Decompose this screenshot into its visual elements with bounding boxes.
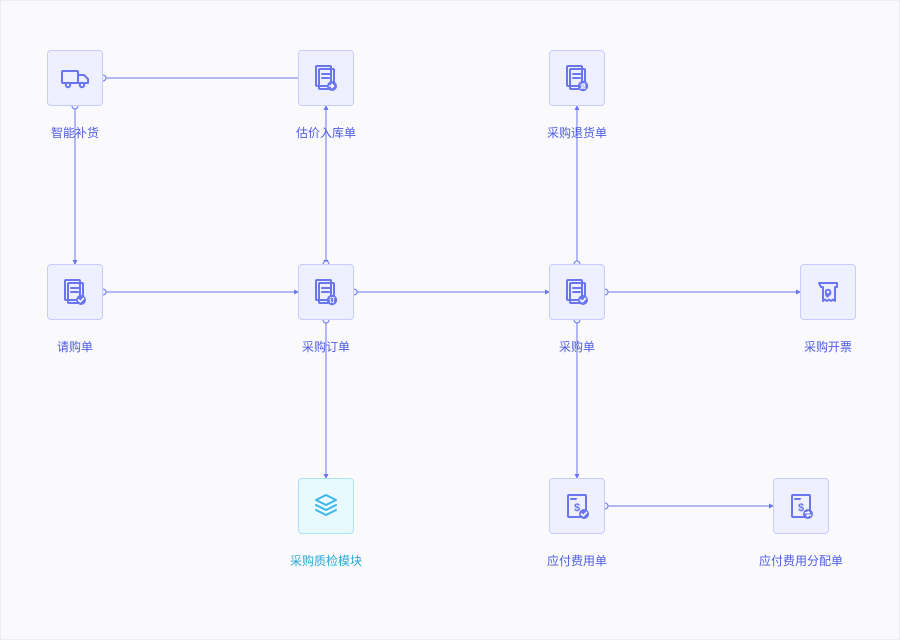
node-label: 智能补货	[51, 126, 99, 140]
node-label: 采购质检模块	[290, 554, 362, 568]
node-caigoudan: 采购单	[549, 264, 605, 320]
svg-text:退: 退	[580, 82, 586, 90]
doc-swap-icon: $	[773, 478, 829, 534]
node-label: 采购退货单	[547, 126, 607, 140]
node-fenpei: $ 应付费用分配单	[773, 478, 829, 534]
truck-icon	[47, 50, 103, 106]
node-tuihuo: 退 采购退货单	[549, 50, 605, 106]
doc-dollar-icon: $	[549, 478, 605, 534]
node-kaipiao: 采购开票	[800, 264, 856, 320]
node-label: 估价入库单	[296, 126, 356, 140]
receipt-icon	[800, 264, 856, 320]
svg-text:$: $	[574, 502, 580, 514]
node-label: 应付费用分配单	[759, 554, 843, 568]
flowchart-canvas: 智能补货 估价入库单 退 采购退货单 请购	[0, 0, 900, 640]
node-label: 采购订单	[302, 340, 350, 354]
node-label: 采购单	[559, 340, 595, 354]
node-qinggou: 请购单	[47, 264, 103, 320]
doc-return-icon: 退	[549, 50, 605, 106]
node-smart: 智能补货	[47, 50, 103, 106]
layers-icon	[298, 478, 354, 534]
node-feiyong: $ 应付费用单	[549, 478, 605, 534]
node-zhijian: 采购质检模块	[298, 478, 354, 534]
node-label: 应付费用单	[547, 554, 607, 568]
edges-layer	[1, 1, 899, 639]
node-label: 采购开票	[804, 340, 852, 354]
svg-text:订: 订	[329, 296, 335, 304]
svg-text:$: $	[798, 502, 804, 514]
doc-arrow-icon	[298, 50, 354, 106]
node-dingdan: 订 采购订单	[298, 264, 354, 320]
doc-order-icon: 订	[298, 264, 354, 320]
node-label: 请购单	[57, 340, 93, 354]
doc-check-icon	[549, 264, 605, 320]
node-gujia: 估价入库单	[298, 50, 354, 106]
doc-check-icon	[47, 264, 103, 320]
